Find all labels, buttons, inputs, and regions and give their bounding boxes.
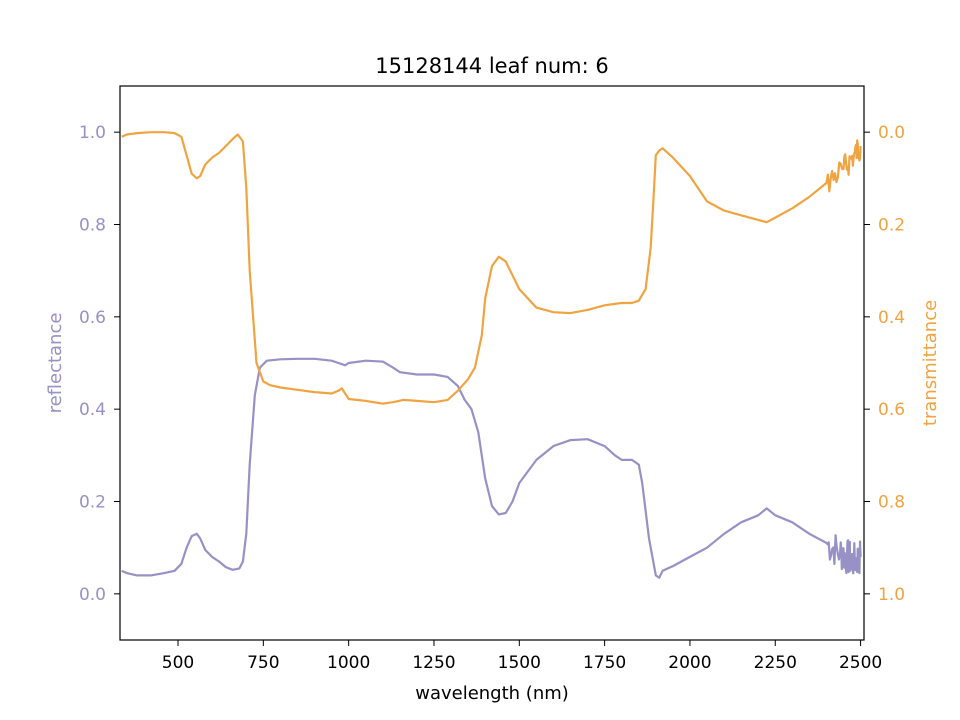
y-right-tick-label: 0.8: [878, 493, 905, 513]
chart-title: 15128144 leaf num: 6: [375, 54, 608, 78]
y-right-tick-label: 0.0: [878, 123, 905, 143]
x-tick-label: 2000: [668, 653, 711, 673]
y-axis-left: 0.0 0.2 0.4 0.6 0.8 1.0: [79, 123, 120, 605]
x-tick-label: 1500: [498, 653, 541, 673]
x-tick-label: 2500: [839, 653, 882, 673]
x-tick-label: 1750: [583, 653, 626, 673]
x-tick-label: 750: [247, 653, 279, 673]
x-tick-label: 2250: [754, 653, 797, 673]
y-axis-right: 0.0 0.2 0.4 0.6 0.8 1.0: [864, 123, 905, 605]
y-left-tick-label: 0.0: [79, 585, 106, 605]
y-right-tick-label: 0.4: [878, 308, 905, 328]
transmittance-series-line: [121, 131, 862, 405]
y-axis-right-label: transmittance: [920, 300, 941, 426]
y-left-tick-label: 1.0: [79, 123, 106, 143]
reflectance-series-line: [121, 357, 862, 579]
y-left-tick-label: 0.6: [79, 308, 106, 328]
y-right-tick-label: 0.6: [878, 400, 905, 420]
plot-frame: [119, 85, 865, 641]
plot-area: [121, 131, 862, 579]
x-tick-label: 1000: [327, 653, 370, 673]
y-left-tick-label: 0.4: [79, 400, 106, 420]
y-axis-left-label: reflectance: [45, 313, 66, 414]
y-right-tick-label: 0.2: [878, 216, 905, 236]
x-axis: 500 750 1000 1250 1500 1750 2000 2250 2500: [162, 640, 882, 673]
x-axis-label: wavelength (nm): [415, 683, 569, 704]
y-left-tick-label: 0.8: [79, 216, 106, 236]
x-tick-label: 500: [162, 653, 194, 673]
x-tick-label: 1250: [412, 653, 455, 673]
y-left-tick-label: 0.2: [79, 493, 106, 513]
y-right-tick-label: 1.0: [878, 585, 905, 605]
